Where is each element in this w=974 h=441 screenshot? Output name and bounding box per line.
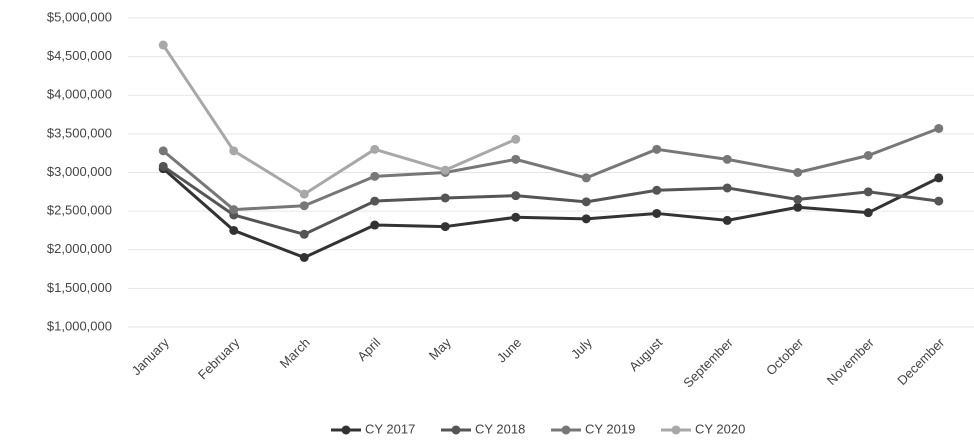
legend-marker [671,425,681,435]
point [299,229,309,239]
x-tick-label: March [277,335,313,371]
point [299,252,309,262]
x-tick-label: November [824,334,877,387]
point [229,146,239,156]
point [370,144,380,154]
y-tick-label: $5,000,000 [47,9,112,24]
point [229,205,239,215]
legend-label: CY 2020 [695,421,745,436]
point [934,173,944,183]
point [934,123,944,133]
y-tick-label: $4,500,000 [47,48,112,63]
series-line [162,127,940,212]
point [299,201,309,211]
point [370,196,380,206]
x-tick-label: April [354,335,383,364]
point [440,222,450,232]
point [722,183,732,193]
point [652,185,662,195]
x-tick-label: December [894,334,947,387]
y-tick-label: $3,500,000 [47,125,112,140]
point [511,212,521,222]
point [440,165,450,175]
point [722,215,732,225]
point [158,40,168,50]
point [229,225,239,235]
point [370,171,380,181]
point [511,134,521,144]
legend-marker [561,425,571,435]
legend-marker [341,425,351,435]
series-line [162,44,517,196]
x-tick-label: May [426,335,454,363]
point [652,144,662,154]
point [158,161,168,171]
x-tick-label: August [626,335,665,374]
y-tick-label: $2,000,000 [47,241,112,256]
y-tick-label: $1,500,000 [47,280,112,295]
point [793,202,803,212]
point [440,193,450,203]
legend-label: CY 2018 [475,421,525,436]
x-tick-label: September [680,334,736,390]
x-tick-label: October [763,334,807,378]
y-tick-label: $4,000,000 [47,87,112,102]
point [652,208,662,218]
legend-marker [451,425,461,435]
x-tick-label: July [568,335,595,362]
y-tick-label: $2,500,000 [47,203,112,218]
point [581,173,591,183]
series-line [162,165,939,236]
legend-label: CY 2019 [585,421,635,436]
legend-label: CY 2017 [365,421,415,436]
point [581,197,591,207]
x-tick-label: February [195,335,243,383]
y-tick-label: $3,000,000 [47,164,112,179]
series-line [162,167,940,259]
point [299,189,309,199]
point [863,187,873,197]
point [511,154,521,164]
point [722,154,732,164]
point [863,208,873,218]
y-tick-label: $1,000,000 [47,318,112,333]
point [793,168,803,177]
point [370,220,380,230]
x-tick-label: January [128,335,172,379]
point [511,191,521,201]
point [934,196,944,206]
point [581,214,591,224]
x-tick-label: June [494,335,525,366]
point [863,151,873,161]
point [158,146,168,156]
point [793,195,803,205]
